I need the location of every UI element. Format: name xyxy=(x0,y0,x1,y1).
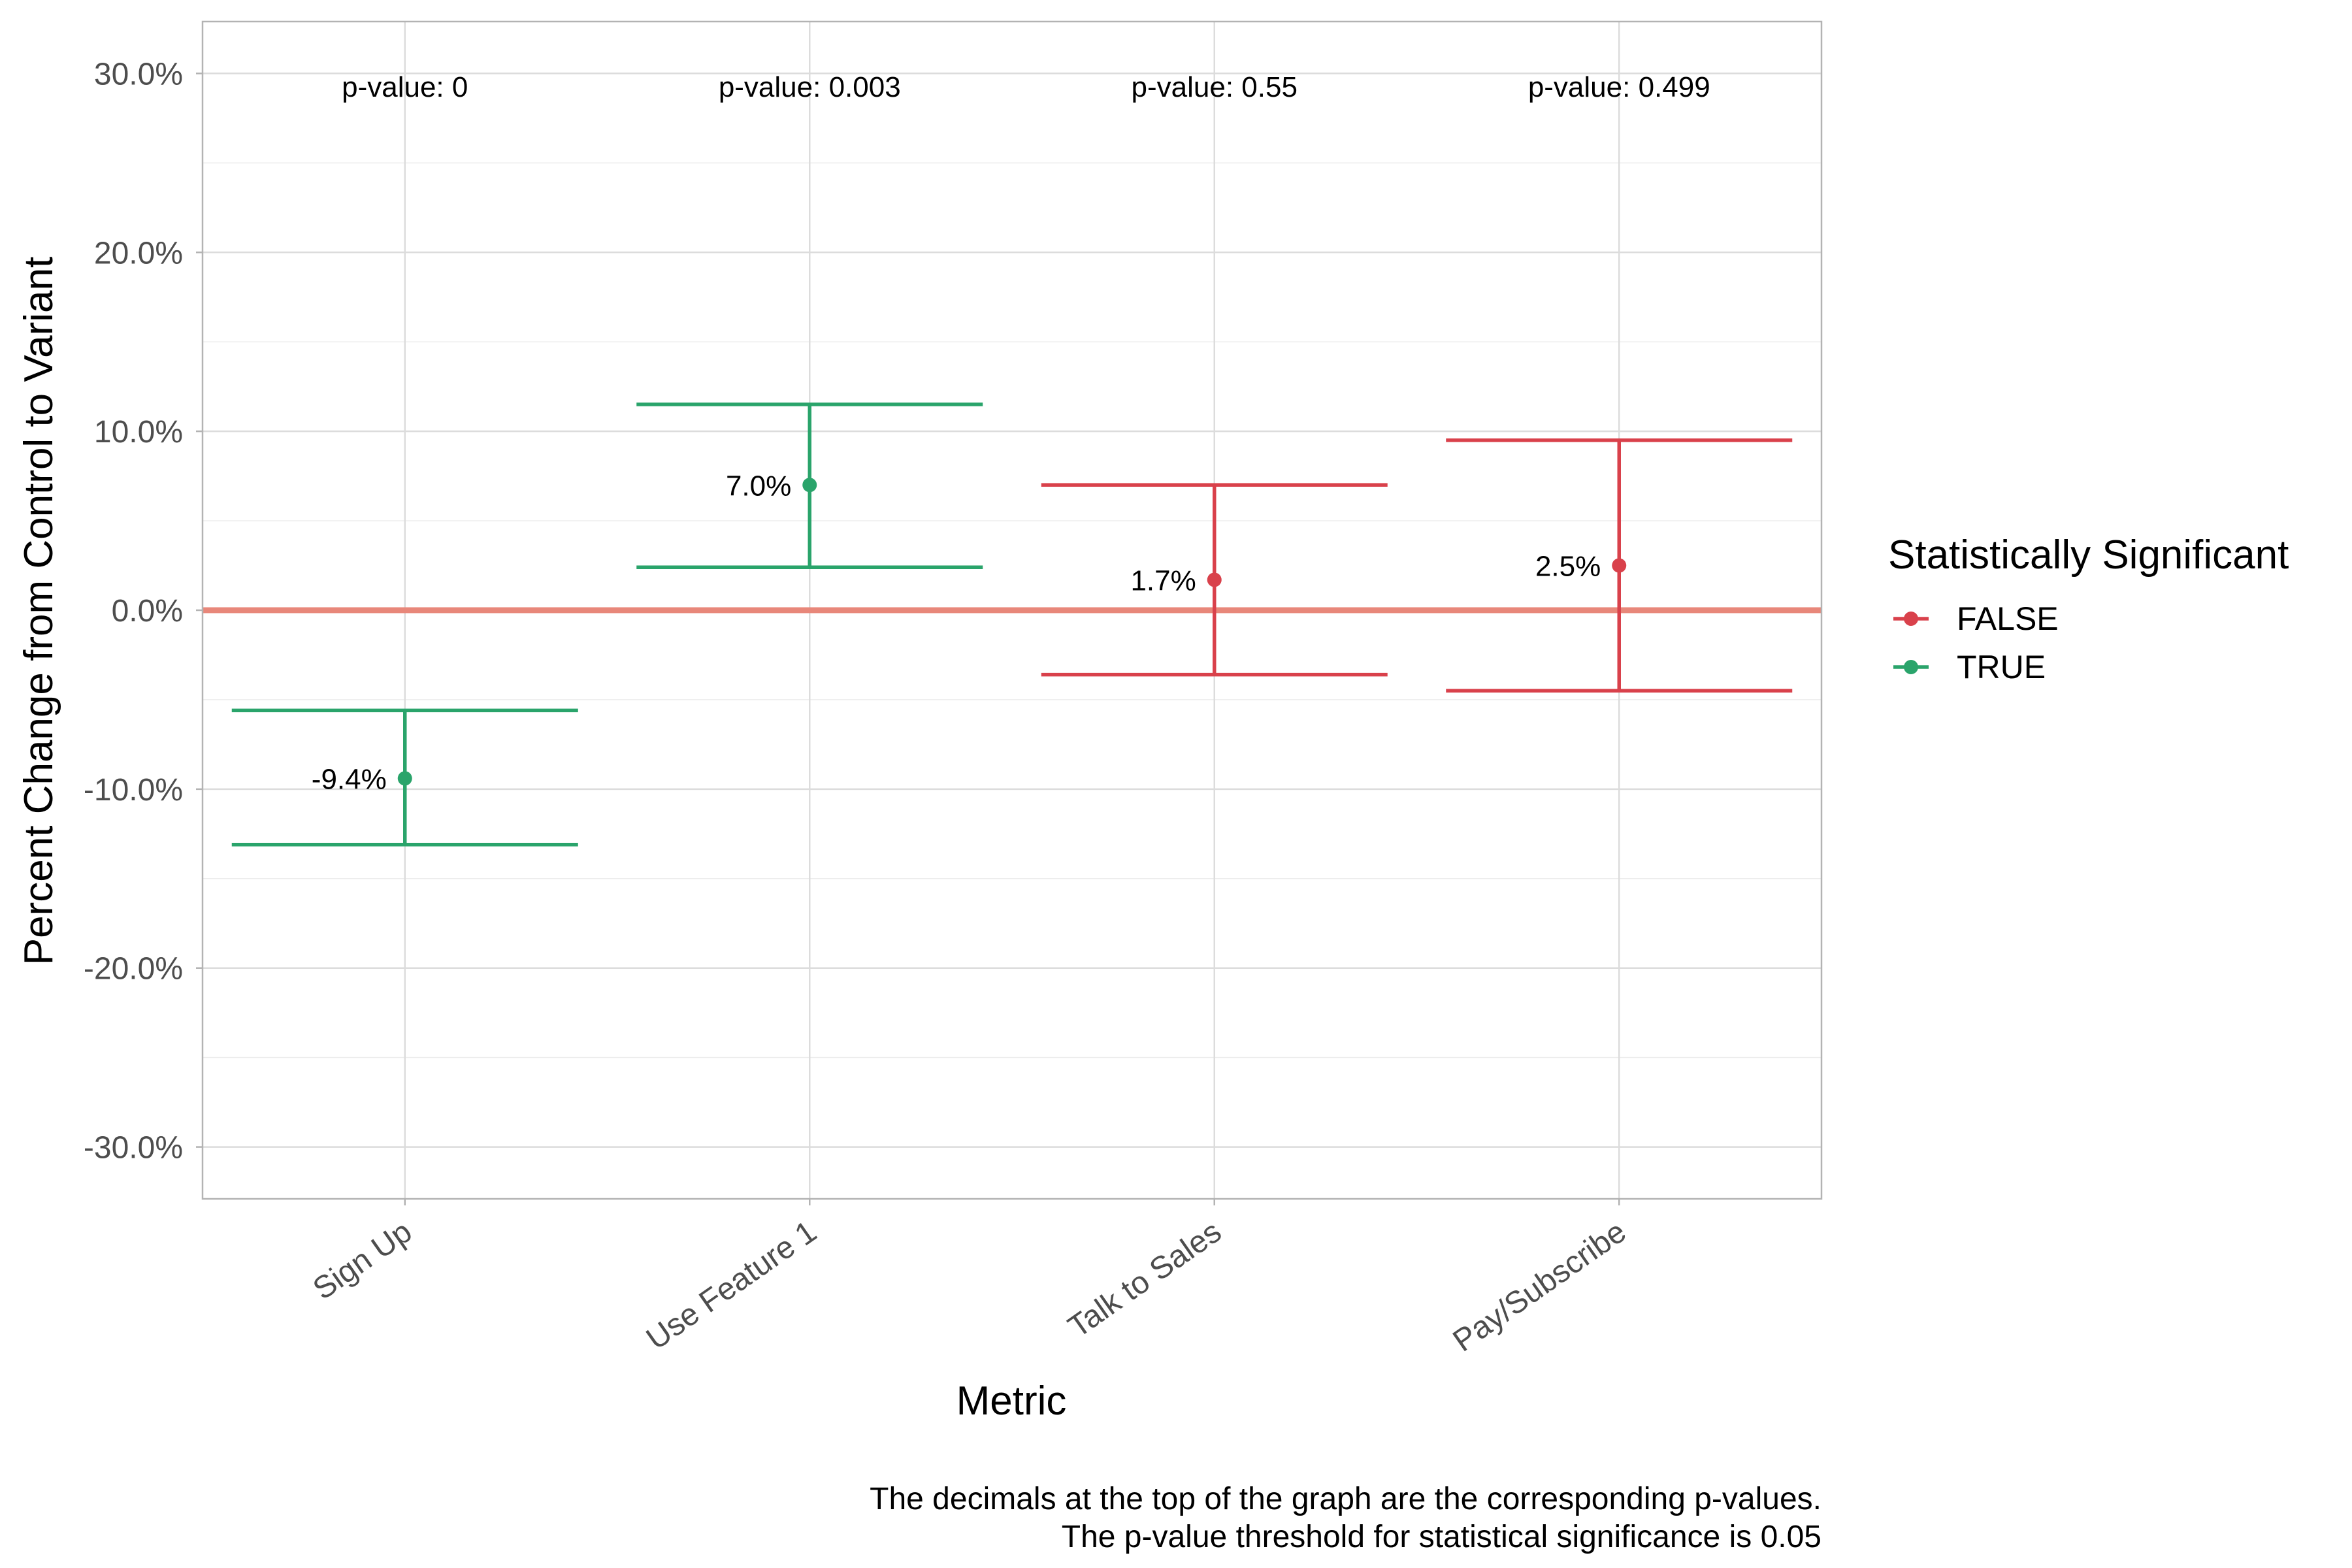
y-axis: -30.0% -20.0% -10.0% 0.0% 10.0% 20.0% 30.0% xyxy=(84,57,203,1166)
data-point xyxy=(397,771,412,786)
data-label: 1.7% xyxy=(1130,564,1196,596)
y-tick-label: -30.0% xyxy=(84,1131,183,1166)
p-value-label: p-value: 0.003 xyxy=(719,71,901,103)
data-point xyxy=(1612,558,1627,573)
y-tick-label: 0.0% xyxy=(112,594,183,629)
caption: The decimals at the top of the graph are… xyxy=(870,1482,1821,1554)
legend-title: Statistically Significant xyxy=(1888,532,2289,578)
data-label: -9.4% xyxy=(312,763,387,795)
y-tick-label: -10.0% xyxy=(84,773,183,808)
legend: Statistically Significant FALSE TRUE xyxy=(1888,532,2289,685)
caption-line-2: The p-value threshold for statistical si… xyxy=(1062,1520,1821,1554)
y-tick-label: 30.0% xyxy=(94,57,183,91)
y-axis-title: Percent Change from Control to Variant xyxy=(16,257,61,965)
y-tick-label: 20.0% xyxy=(94,236,183,270)
y-tick-label: -20.0% xyxy=(84,952,183,987)
data-point xyxy=(1207,572,1222,587)
legend-label: TRUE xyxy=(1957,649,2046,685)
errorbar-group: -9.4% p-value: 0 xyxy=(231,71,578,847)
errorbar-group: 2.5% p-value: 0.499 xyxy=(1446,71,1793,693)
x-axis-title: Metric xyxy=(956,1379,1067,1424)
legend-key-point xyxy=(1904,660,1918,674)
marks: -9.4% p-value: 0 7.0% p-value: 0.003 1.7% p-v… xyxy=(231,71,1793,847)
legend-key-point xyxy=(1904,612,1918,626)
p-value-label: p-value: 0.55 xyxy=(1132,71,1298,103)
p-value-label: p-value: 0.499 xyxy=(1528,71,1710,103)
y-tick-label: 10.0% xyxy=(94,415,183,449)
caption-line-1: The decimals at the top of the graph are… xyxy=(870,1482,1821,1516)
errorbar-group: 1.7% p-value: 0.55 xyxy=(1041,71,1388,677)
errorbar-group: 7.0% p-value: 0.003 xyxy=(636,71,983,570)
data-point xyxy=(802,478,817,493)
legend-label: FALSE xyxy=(1957,600,2059,637)
data-label: 2.5% xyxy=(1535,551,1601,583)
data-label: 7.0% xyxy=(726,470,791,502)
p-value-label: p-value: 0 xyxy=(342,71,468,103)
